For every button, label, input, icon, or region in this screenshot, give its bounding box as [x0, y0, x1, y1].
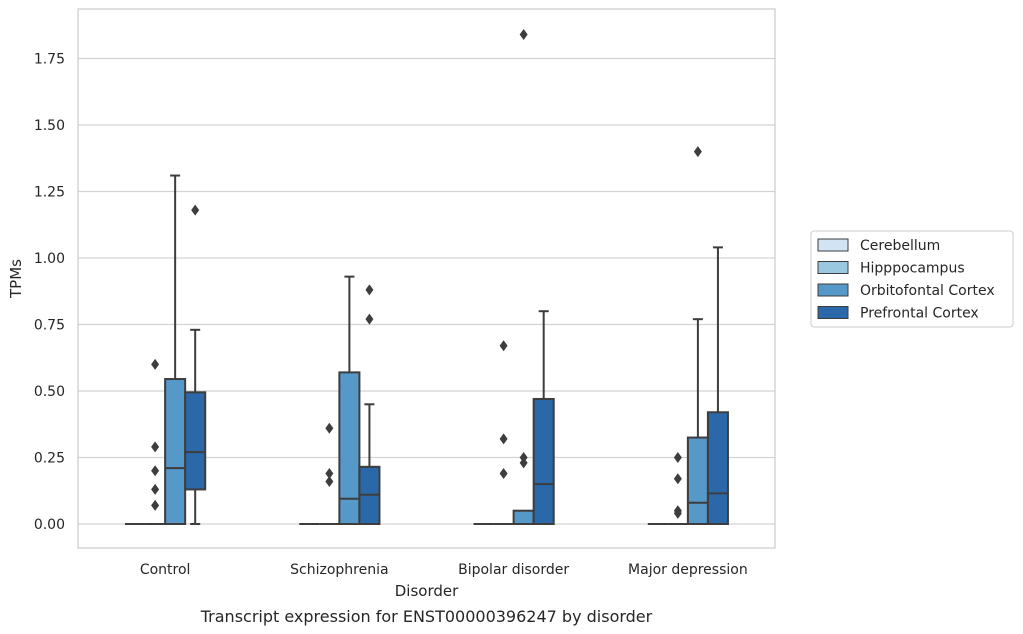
- outlier-point: [151, 465, 160, 477]
- y-tick-label: 1.75: [34, 52, 65, 68]
- outlier-point: [151, 483, 160, 495]
- outlier-point: [191, 204, 200, 216]
- outlier-point: [519, 457, 528, 469]
- legend-item: Cerebellum: [817, 238, 940, 254]
- box-body: [532, 397, 555, 526]
- y-tick-label: 1.00: [34, 251, 65, 267]
- legend-label: Prefrontal Cortex: [860, 306, 979, 322]
- box: [686, 146, 709, 525]
- y-tick-label: 0.50: [34, 384, 65, 400]
- legend-swatch: [817, 238, 849, 252]
- outlier-point: [325, 475, 334, 487]
- outlier-point: [151, 499, 160, 511]
- box: [145, 358, 166, 525]
- box: [532, 310, 555, 526]
- outlier-point: [673, 473, 682, 485]
- box: [493, 340, 514, 525]
- legend-label: Cerebellum: [860, 238, 940, 254]
- y-tick-label: 1.50: [34, 118, 65, 134]
- box-body: [706, 411, 729, 525]
- box: [667, 452, 688, 525]
- legend-swatch: [817, 306, 849, 319]
- outlier-point: [365, 284, 374, 296]
- outlier-point: [693, 146, 702, 158]
- box-body: [512, 509, 535, 526]
- y-tick-label: 0.75: [34, 318, 65, 334]
- y-axis-title: TPMs: [7, 259, 25, 299]
- box: [512, 29, 535, 526]
- outlier-point: [151, 358, 160, 370]
- box-body: [184, 391, 207, 491]
- x-tick-label: Control: [140, 562, 191, 578]
- y-tick-label: 0.00: [34, 517, 65, 533]
- outlier-point: [365, 313, 374, 325]
- box-body: [338, 371, 361, 525]
- box-body: [686, 436, 709, 525]
- legend-item: Hipppocampus: [817, 261, 965, 277]
- legend-item: Orbitofontal Cortex: [817, 283, 995, 299]
- x-tick-label: Schizophrenia: [290, 562, 388, 578]
- outlier-point: [499, 340, 508, 352]
- legend-label: Orbitofontal Cortex: [860, 283, 995, 299]
- x-tick-label: Bipolar disorder: [458, 562, 569, 578]
- boxes: [125, 29, 729, 526]
- y-axis: 0.00 0.25 0.50 0.75 1.00 1.25 1.50 1.75: [34, 52, 65, 534]
- y-tick-label: 1.25: [34, 185, 65, 201]
- outlier-point: [673, 452, 682, 463]
- plot-frame: [77, 8, 776, 549]
- box: [706, 246, 729, 525]
- legend-item: Prefrontal Cortex: [817, 306, 979, 322]
- outlier-point: [499, 433, 508, 445]
- legend-frame: [810, 230, 1014, 328]
- x-axis-title: Disorder: [395, 582, 459, 600]
- box: [358, 284, 381, 525]
- legend-swatch: [817, 283, 849, 297]
- outlier-point: [325, 467, 334, 479]
- outlier-point: [325, 422, 334, 434]
- chart-caption: Transcript expression for ENST0000039624…: [200, 607, 653, 626]
- box: [319, 422, 340, 525]
- box: [164, 174, 187, 525]
- outlier-point: [673, 507, 682, 519]
- box: [184, 204, 207, 525]
- legend: Cerebellum Hipppocampus Orbitofontal Corte…: [810, 230, 1014, 328]
- box-body: [164, 378, 187, 525]
- outlier-point: [499, 467, 508, 479]
- outlier-point: [151, 441, 160, 453]
- legend-label: Hipppocampus: [860, 261, 965, 277]
- x-tick-label: Major depression: [628, 562, 748, 578]
- y-tick-label: 0.25: [34, 451, 65, 467]
- outlier-point: [519, 29, 528, 41]
- legend-swatch: [817, 261, 849, 274]
- x-axis: Control Schizophrenia Bipolar disorder Majo…: [140, 562, 748, 578]
- box: [338, 275, 361, 525]
